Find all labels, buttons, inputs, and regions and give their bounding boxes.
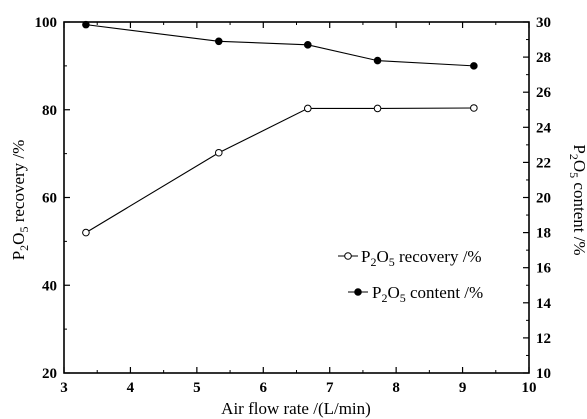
ticks: 3 4 5 6 7 8 9 10 20 40 60 80 100 10 12 14 16 18 20 22 24 26 28…	[35, 15, 552, 396]
legend-item-content: P2O5 content /%	[348, 283, 483, 305]
y-left-tick-label: 40	[42, 278, 57, 294]
y-right-tick-label: 12	[536, 331, 551, 347]
y-right-tick-label: 22	[536, 155, 551, 171]
data-point-recovery	[82, 228, 90, 237]
x-axis-title: Air flow rate /(L/min)	[221, 399, 371, 418]
legend-label-content: P2O5 content /%	[372, 283, 483, 305]
y-right-tick-label: 28	[536, 50, 551, 66]
data-point-content	[214, 37, 223, 46]
data-point-recovery	[373, 104, 382, 113]
x-tick-label: 6	[260, 380, 268, 396]
y-left-tick-label: 100	[35, 15, 58, 31]
data-point-content	[82, 20, 90, 29]
y-right-tick-label: 26	[536, 85, 552, 101]
legend: P2O5 recovery /% P2O5 content /%	[338, 247, 483, 305]
y-left-tick-label: 20	[42, 366, 57, 382]
y-right-tick-label: 16	[536, 261, 552, 277]
x-tick-label: 10	[522, 380, 537, 396]
data-point-content	[373, 56, 382, 65]
x-tick-label: 3	[60, 380, 68, 396]
y-right-tick-label: 14	[536, 296, 552, 312]
data-point-recovery	[214, 148, 223, 157]
y-right-tick-label: 30	[536, 15, 551, 31]
y-left-tick-label: 80	[42, 103, 57, 119]
y-right-tick-label: 18	[536, 226, 551, 242]
y-axis-title-right: P2O5 content /%	[567, 144, 587, 255]
y-right-tick-label: 24	[536, 120, 552, 136]
x-tick-label: 9	[459, 380, 467, 396]
x-tick-label: 7	[326, 380, 334, 396]
x-tick-label: 4	[127, 380, 135, 396]
y-axis-title-left: P2O5 recovery /%	[9, 140, 31, 261]
data-point-content	[470, 62, 478, 70]
plot-frame	[63, 21, 530, 374]
series-line-recovery	[85, 107, 474, 234]
series-line-content	[85, 24, 474, 67]
legend-marker-open-circle	[344, 252, 352, 260]
y-right-tick-label: 20	[536, 191, 551, 207]
legend-marker-filled-circle	[354, 288, 362, 296]
x-tick-label: 5	[193, 380, 201, 396]
x-tick-label: 8	[392, 380, 400, 396]
data-point-recovery	[470, 104, 478, 112]
series-layer	[82, 20, 478, 237]
legend-label-recovery: P2O5 recovery /%	[361, 247, 482, 269]
data-point-recovery	[303, 104, 312, 113]
y-left-tick-label: 60	[42, 191, 57, 207]
legend-item-recovery: P2O5 recovery /%	[338, 247, 482, 269]
data-point-content	[303, 41, 312, 49]
y-right-tick-label: 10	[536, 366, 551, 382]
